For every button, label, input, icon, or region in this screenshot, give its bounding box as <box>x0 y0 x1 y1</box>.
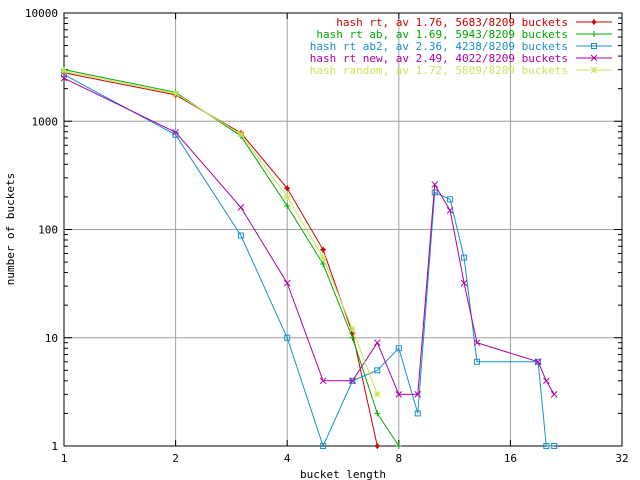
data-point <box>591 31 597 37</box>
data-point <box>543 443 550 449</box>
data-point <box>395 443 402 449</box>
data-point <box>283 279 291 287</box>
data-point <box>535 358 542 365</box>
x-tick-label: 16 <box>504 452 517 465</box>
data-point <box>284 334 291 341</box>
data-point <box>590 54 598 62</box>
data-point <box>550 390 558 398</box>
x-tick-label: 32 <box>615 452 628 465</box>
data-point <box>349 334 356 341</box>
series-line <box>63 70 378 395</box>
data-point <box>447 196 454 203</box>
data-point <box>320 443 327 449</box>
data-point <box>172 128 179 136</box>
data-point <box>349 377 356 385</box>
series <box>61 71 558 449</box>
data-point <box>460 279 468 287</box>
data-point <box>319 254 327 261</box>
legend-entry-label: hash rt, av 1.76, 5683/8209 buckets <box>336 16 568 29</box>
axis-ticks: 1 2 4 8 16 32 1 10 100 1000 10000 <box>25 7 629 465</box>
data-point <box>284 185 291 192</box>
series <box>61 69 381 449</box>
data-point <box>473 339 481 347</box>
data-point <box>414 390 422 398</box>
data-point <box>414 410 421 417</box>
data-point <box>237 130 245 138</box>
series-line <box>63 72 378 447</box>
data-point <box>431 181 439 188</box>
series-line <box>63 74 555 448</box>
data-point <box>320 261 327 268</box>
y-tick-label: 1000 <box>32 115 59 128</box>
data-point <box>373 390 381 398</box>
legend-entry-label: hash rt new, av 2.49, 4022/8209 buckets <box>310 52 568 65</box>
data-point <box>60 74 68 82</box>
data-point <box>473 358 480 365</box>
data-point <box>237 204 245 211</box>
data-point <box>542 377 550 385</box>
series-lines <box>60 66 558 449</box>
data-point <box>395 390 403 398</box>
data-point <box>461 254 468 261</box>
data-point <box>237 232 244 239</box>
y-tick-label: 1 <box>51 440 58 453</box>
series <box>61 66 402 449</box>
legend-entry-label: hash rt ab, av 1.69, 5943/8209 buckets <box>316 28 568 41</box>
data-point <box>551 443 558 449</box>
data-point <box>374 410 381 417</box>
data-point <box>320 246 327 253</box>
data-point <box>60 67 68 75</box>
data-point <box>374 367 381 374</box>
legend: hash rt, av 1.76, 5683/8209 bucketshash … <box>310 16 612 77</box>
y-tick-label: 100 <box>38 224 58 237</box>
series-line <box>63 77 555 395</box>
x-tick-label: 4 <box>284 452 291 465</box>
x-tick-label: 1 <box>61 452 68 465</box>
grid <box>64 13 622 446</box>
x-tick-label: 8 <box>395 452 402 465</box>
data-point <box>373 339 381 347</box>
data-point <box>591 43 597 49</box>
x-tick-label: 2 <box>172 452 179 465</box>
y-tick-label: 10000 <box>25 7 58 20</box>
data-point <box>172 90 179 97</box>
series <box>60 74 558 398</box>
series-line <box>63 69 400 447</box>
data-point <box>591 19 597 25</box>
legend-entry-label: hash random, av 1.72, 5809/8209 buckets <box>310 64 568 77</box>
series <box>60 67 381 398</box>
data-point <box>283 193 291 201</box>
y-axis-label: number of buckets <box>4 173 17 286</box>
data-point <box>590 66 598 74</box>
data-point <box>446 207 454 214</box>
data-point <box>395 345 402 352</box>
x-axis-label: bucket length <box>300 468 386 480</box>
data-point <box>374 443 381 449</box>
data-point <box>319 377 327 385</box>
data-point <box>284 202 291 209</box>
y-tick-label: 10 <box>45 332 58 345</box>
data-point <box>349 325 356 333</box>
legend-entry-label: hash rt ab2, av 2.36, 4238/8209 buckets <box>310 40 568 53</box>
data-point <box>534 358 542 366</box>
